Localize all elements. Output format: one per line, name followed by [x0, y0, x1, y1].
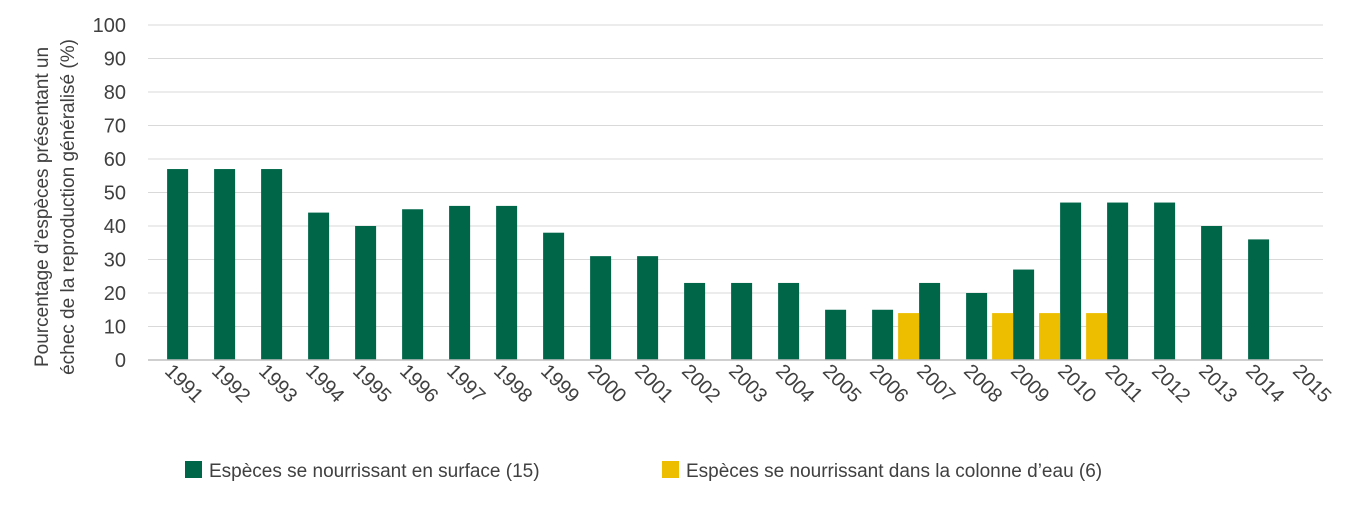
x-tick-label-1998: 1998: [489, 360, 536, 407]
bar-surface-2012: [1154, 202, 1176, 360]
y-axis-ticks: 0 10 20 30 40 50 60 70 80 90 100: [93, 15, 126, 372]
bar-surface-2003: [731, 282, 753, 360]
x-tick-label-2015: 2015: [1288, 360, 1335, 407]
y-axis-title-line-2: échec de la reproduction généralisé (%): [58, 39, 79, 375]
bar-surface-2006: [872, 309, 894, 360]
bar-surface-2013: [1201, 226, 1223, 360]
bar-surface-2001: [637, 256, 659, 360]
bar-surface-1991: [167, 169, 189, 360]
bar-water-column-2010: [1039, 313, 1061, 360]
x-tick-label-1994: 1994: [301, 360, 348, 407]
y-tick-label-10: 10: [104, 317, 126, 339]
bar-surface-2014: [1248, 239, 1270, 360]
x-tick-label-2000: 2000: [583, 360, 630, 407]
bar-surface-1997: [449, 205, 471, 360]
bar-surface-2005: [825, 309, 847, 360]
bar-surface-1999: [543, 232, 565, 360]
bar-surface-1993: [261, 169, 283, 360]
bar-surface-2009: [1013, 269, 1035, 360]
x-tick-label-1997: 1997: [442, 360, 489, 407]
y-tick-label-70: 70: [104, 116, 126, 138]
y-tick-label-100: 100: [93, 15, 126, 37]
bar-surface-2011: [1107, 202, 1129, 360]
y-tick-label-20: 20: [104, 283, 126, 305]
bar-surface-2002: [684, 282, 706, 360]
x-tick-label-2011: 2011: [1101, 361, 1147, 407]
bar-surface-1992: [214, 169, 236, 360]
bar-surface-2007: [919, 282, 941, 360]
legend-label-water-column: Espèces se nourrissant dans la colonne d…: [686, 461, 1102, 482]
y-tick-label-60: 60: [104, 149, 126, 171]
bar-surface-2010: [1060, 202, 1082, 360]
bar-surface-2000: [590, 256, 612, 360]
x-tick-label-1999: 1999: [536, 360, 583, 407]
x-tick-label-2001: 2001: [630, 360, 677, 407]
bar-water-column-2009: [992, 313, 1014, 360]
x-tick-label-2003: 2003: [724, 360, 771, 407]
x-tick-label-1996: 1996: [395, 360, 442, 407]
legend-swatch-surface: [185, 461, 202, 478]
gridlines: [148, 24, 1323, 327]
y-tick-label-40: 40: [104, 216, 126, 238]
bar-surface-2008: [966, 293, 988, 360]
x-tick-label-2006: 2006: [865, 360, 912, 407]
bar-surface-2004: [778, 282, 800, 360]
x-tick-label-1993: 1993: [254, 360, 301, 407]
bar-surface-1995: [355, 226, 377, 360]
x-axis-ticks: 1991 1992 1993 1994 1995 1996 1997 1998 1999 2000…: [160, 360, 1335, 407]
x-tick-label-2010: 2010: [1053, 360, 1100, 407]
y-axis-title: Pourcentage d’espèces présentant un éche…: [32, 39, 79, 375]
bar-surface-1996: [402, 209, 424, 360]
x-tick-label-2005: 2005: [818, 360, 865, 407]
x-tick-label-2004: 2004: [771, 360, 818, 407]
x-tick-label-2013: 2013: [1194, 360, 1241, 407]
y-tick-label-30: 30: [104, 250, 126, 272]
x-tick-label-2008: 2008: [959, 360, 1006, 407]
y-tick-label-50: 50: [104, 183, 126, 205]
x-tick-label-1995: 1995: [348, 360, 395, 407]
legend-label-surface: Espèces se nourrissant en surface (15): [209, 461, 540, 482]
x-tick-label-2002: 2002: [677, 360, 724, 407]
bar-water-column-2011: [1086, 313, 1108, 360]
bar-surface-1998: [496, 205, 518, 360]
y-axis-title-line-1: Pourcentage d’espèces présentant un: [32, 47, 53, 367]
x-tick-label-2014: 2014: [1241, 360, 1288, 407]
legend-swatch-water-column: [662, 461, 679, 478]
bars: [167, 169, 1270, 360]
bar-surface-1994: [308, 212, 330, 360]
y-tick-label-80: 80: [104, 82, 126, 104]
x-tick-label-2012: 2012: [1147, 360, 1194, 407]
x-tick-label-1991: 1991: [160, 360, 207, 407]
legend: Espèces se nourrissant en surface (15) E…: [185, 461, 1102, 482]
legend-item-water-column: Espèces se nourrissant dans la colonne d…: [662, 461, 1102, 482]
bar-water-column-2007: [898, 313, 920, 360]
legend-item-surface: Espèces se nourrissant en surface (15): [185, 461, 540, 482]
y-tick-label-0: 0: [115, 350, 126, 372]
x-tick-label-1992: 1992: [207, 360, 254, 407]
y-tick-label-90: 90: [104, 49, 126, 71]
x-tick-label-2007: 2007: [912, 360, 959, 407]
x-tick-label-2009: 2009: [1006, 360, 1053, 407]
